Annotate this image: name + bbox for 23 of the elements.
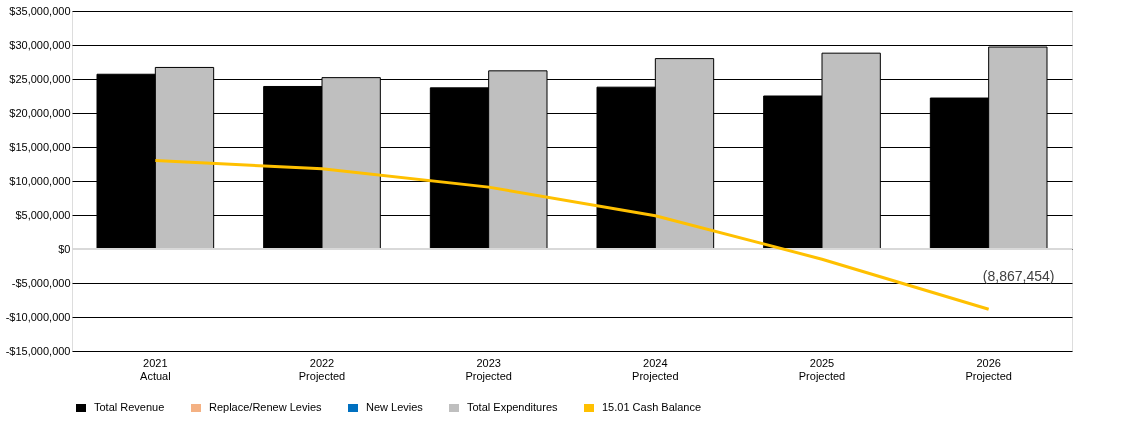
x-tick-label: 2021 Actual (140, 356, 171, 382)
y-tick-label: -$5,000,000 (11, 276, 71, 289)
x-tick-label: 2023 Projected (465, 356, 512, 382)
y-tick-label: $35,000,000 (9, 4, 71, 17)
y-tick-label: $0 (58, 242, 71, 255)
y-tick-label: $25,000,000 (9, 72, 71, 85)
y-tick-label: $15,000,000 (9, 140, 71, 153)
y-tick-label: $20,000,000 (9, 106, 71, 119)
x-tick-label: 2024 Projected (632, 356, 679, 382)
legend-label: Total Revenue (94, 401, 165, 413)
legend-label: Total Expenditures (467, 401, 558, 413)
annotation: (8,867,454) (982, 268, 1055, 285)
legend-label: Replace/Renew Levies (209, 401, 323, 413)
y-tick-label: -$10,000,000 (5, 310, 71, 323)
legend-label: 15.01 Cash Balance (602, 401, 702, 413)
y-tick-label: -$15,000,000 (5, 344, 71, 357)
x-tick-label: 2026 Projected (965, 356, 1012, 382)
y-tick-label: $10,000,000 (9, 174, 71, 187)
y-tick-label: $5,000,000 (15, 208, 71, 221)
x-tick-label: 2022 Projected (298, 356, 346, 382)
x-tick-label: 2025 Projected (798, 356, 846, 382)
legend-label: New Levies (366, 401, 424, 413)
y-tick-label: $30,000,000 (9, 38, 71, 51)
